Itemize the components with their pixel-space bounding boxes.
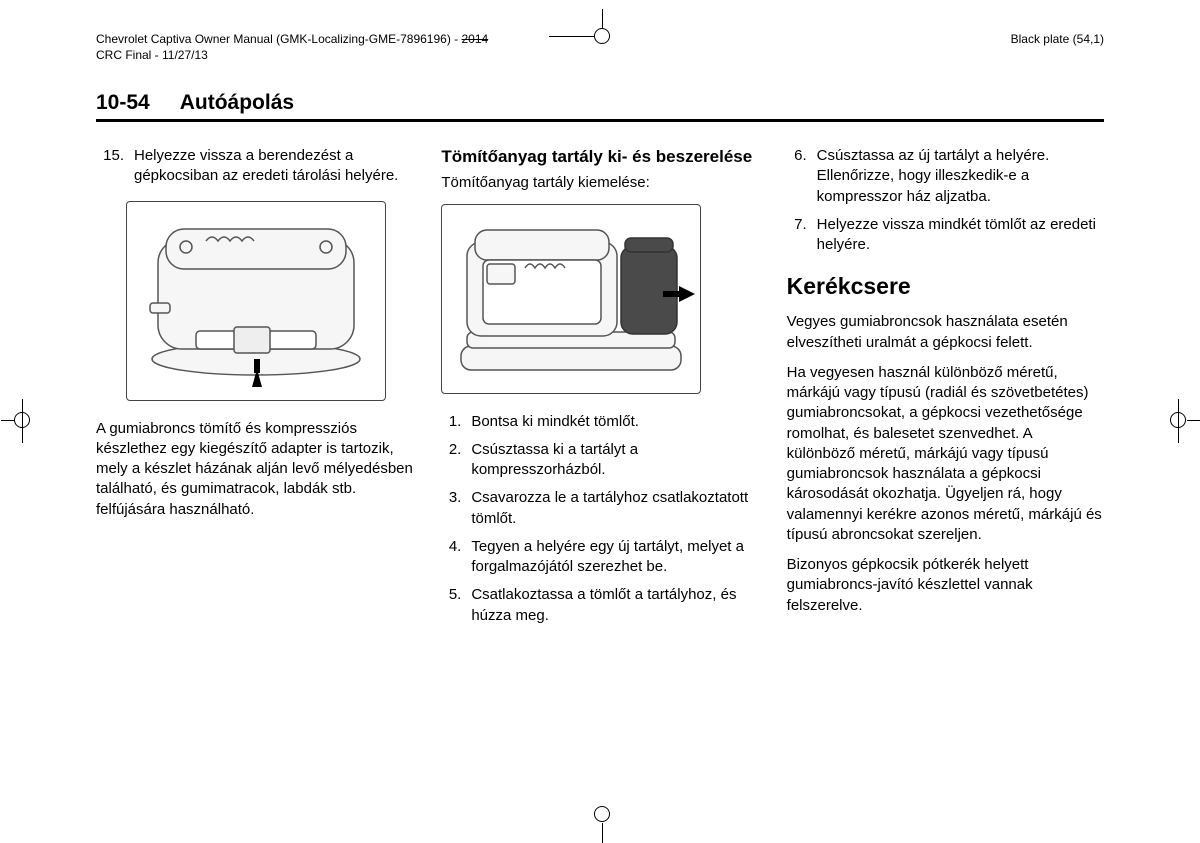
step-number: 6. — [787, 146, 807, 207]
step-4: 4. Tegyen a helyére egy új tartályt, mel… — [441, 537, 758, 578]
canister-heading: Tömítőanyag tartály ki- és beszerelése — [441, 146, 758, 167]
step-number: 7. — [787, 215, 807, 256]
manual-year: 2014 — [461, 32, 488, 46]
header-right: Black plate (54,1) — [1011, 32, 1104, 63]
step-3: 3. Csavarozza le a tartályhoz csatlakozt… — [441, 488, 758, 529]
column-1: 15. Helyezze vissza a berendezést a gépk… — [96, 146, 413, 634]
section-header: 10-54 Autóápolás — [96, 91, 1104, 122]
illustration-compressor-side — [441, 204, 701, 394]
step-15: 15. Helyezze vissza a berendezést a gépk… — [96, 146, 413, 187]
section-title: Autóápolás — [180, 91, 294, 115]
step-text: Tegyen a helyére egy új tartályt, melyet… — [471, 537, 758, 578]
step-text: Csavarozza le a tartályhoz csatlakoztato… — [471, 488, 758, 529]
step-number: 5. — [441, 585, 461, 626]
crop-mark-bottom — [594, 806, 610, 822]
crc-line: CRC Final - 11/27/13 — [96, 48, 208, 62]
header-left: Chevrolet Captiva Owner Manual (GMK-Loca… — [96, 32, 488, 63]
step-number: 15. — [96, 146, 124, 187]
section-number: 10-54 — [96, 91, 150, 115]
adapter-paragraph: A gumiabroncs tömítő és kompressziós kés… — [96, 419, 413, 520]
step-text: Bontsa ki mindkét tömlőt. — [471, 412, 639, 432]
step-number: 4. — [441, 537, 461, 578]
step-6: 6. Csúsztassa az új tartályt a helyére. … — [787, 146, 1104, 207]
column-2: Tömítőanyag tartály ki- és beszerelése T… — [441, 146, 758, 634]
mixed-tires-p1: Vegyes gumiabroncsok használata esetén e… — [787, 312, 1104, 353]
crop-mark-right — [1170, 412, 1186, 428]
step-number: 2. — [441, 440, 461, 481]
crop-mark-top — [594, 28, 610, 44]
step-7: 7. Helyezze vissza mindkét tömlőt az ere… — [787, 215, 1104, 256]
step-5: 5. Csatlakoztassa a tömlőt a tartályhoz,… — [441, 585, 758, 626]
manual-title: Chevrolet Captiva Owner Manual (GMK-Loca… — [96, 32, 461, 46]
mixed-tires-p3: Bizonyos gépkocsik pótkerék helyett gumi… — [787, 555, 1104, 616]
content-columns: 15. Helyezze vissza a berendezést a gépk… — [96, 146, 1104, 634]
illustration-compressor-bottom — [126, 201, 386, 401]
step-text: Helyezze vissza a berendezést a gépkocsi… — [134, 146, 413, 187]
wheel-change-heading: Kerékcsere — [787, 271, 1104, 302]
canister-lead: Tömítőanyag tartály kiemelése: — [441, 173, 758, 193]
step-text: Csatlakoztassa a tömlőt a tartályhoz, és… — [471, 585, 758, 626]
mixed-tires-p2: Ha vegyesen használ különböző méretű, má… — [787, 363, 1104, 545]
step-2: 2. Csúsztassa ki a tartályt a kompresszo… — [441, 440, 758, 481]
column-3: 6. Csúsztassa az új tartályt a helyére. … — [787, 146, 1104, 634]
step-number: 3. — [441, 488, 461, 529]
step-text: Csúsztassa az új tartályt a helyére. Ell… — [817, 146, 1104, 207]
step-number: 1. — [441, 412, 461, 432]
step-text: Csúsztassa ki a tartályt a kompresszorhá… — [471, 440, 758, 481]
step-1: 1. Bontsa ki mindkét tömlőt. — [441, 412, 758, 432]
crop-mark-left — [14, 412, 30, 428]
step-text: Helyezze vissza mindkét tömlőt az eredet… — [817, 215, 1104, 256]
